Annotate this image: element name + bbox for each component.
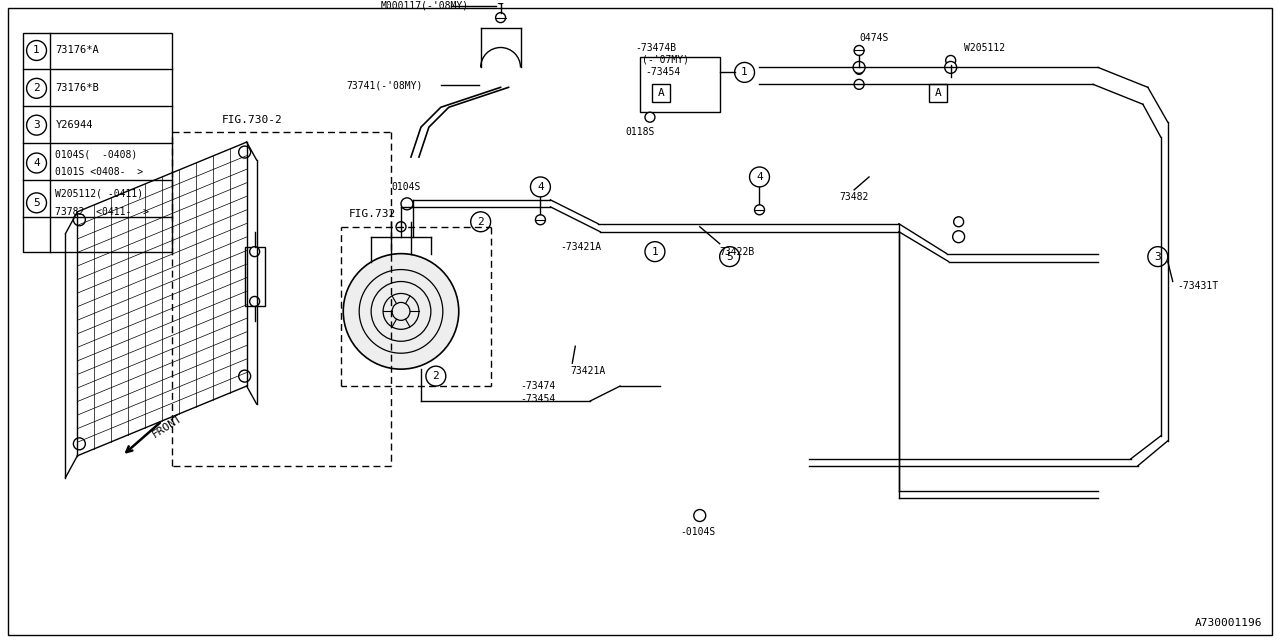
Circle shape: [401, 198, 413, 210]
Circle shape: [396, 222, 406, 232]
Text: 1: 1: [741, 67, 748, 77]
Text: A: A: [934, 88, 941, 99]
Bar: [652, 84, 669, 102]
Text: 0474S: 0474S: [859, 33, 888, 42]
Text: FIG.732: FIG.732: [349, 209, 397, 219]
Text: 73421A: 73421A: [571, 366, 605, 376]
Text: -73421A: -73421A: [561, 242, 602, 252]
Circle shape: [854, 79, 864, 90]
Bar: [23, 33, 172, 252]
Text: -73454: -73454: [645, 67, 680, 77]
Circle shape: [497, 0, 504, 4]
Text: 0118S: 0118S: [625, 127, 654, 137]
Text: 2: 2: [477, 217, 484, 227]
Circle shape: [250, 296, 260, 307]
Text: 0101S <0408-  >: 0101S <0408- >: [55, 167, 143, 177]
Text: -0104S: -0104S: [680, 527, 716, 538]
Text: 2: 2: [33, 83, 40, 93]
Text: 73176*B: 73176*B: [55, 83, 100, 93]
Circle shape: [946, 56, 956, 65]
Text: 0104S(  -0408): 0104S( -0408): [55, 149, 138, 159]
Circle shape: [471, 212, 490, 232]
Circle shape: [530, 177, 550, 197]
Circle shape: [1148, 246, 1167, 267]
Text: 4: 4: [538, 182, 544, 192]
Text: 3: 3: [1155, 252, 1161, 262]
Circle shape: [852, 61, 865, 74]
Text: 1: 1: [652, 246, 658, 257]
Circle shape: [27, 193, 46, 213]
Text: 4: 4: [33, 158, 40, 168]
Circle shape: [954, 217, 964, 227]
Circle shape: [27, 115, 46, 135]
Circle shape: [426, 366, 445, 386]
Text: 5: 5: [726, 252, 733, 262]
Text: 73741(-'08MY): 73741(-'08MY): [346, 81, 422, 90]
Text: 73482: 73482: [840, 192, 869, 202]
Text: FRONT: FRONT: [150, 413, 184, 439]
Circle shape: [735, 63, 754, 83]
Text: -73474: -73474: [521, 381, 556, 391]
Circle shape: [343, 253, 458, 369]
Text: -73474B: -73474B: [635, 42, 676, 52]
Text: -73431T: -73431T: [1178, 282, 1219, 291]
Text: 2: 2: [433, 371, 439, 381]
Circle shape: [73, 438, 86, 450]
Bar: [640, 58, 719, 112]
Circle shape: [535, 215, 545, 225]
Circle shape: [645, 112, 655, 122]
Circle shape: [694, 509, 705, 522]
Circle shape: [952, 231, 965, 243]
Circle shape: [754, 205, 764, 215]
Text: 73176*A: 73176*A: [55, 45, 100, 56]
Bar: [244, 246, 265, 307]
Circle shape: [238, 146, 251, 158]
Text: 5: 5: [33, 198, 40, 208]
Text: W205112: W205112: [964, 42, 1005, 52]
Text: A: A: [658, 88, 664, 99]
Circle shape: [250, 246, 260, 257]
Text: 1: 1: [33, 45, 40, 56]
Circle shape: [855, 67, 863, 74]
Bar: [929, 84, 947, 102]
Text: M000117(-'08MY): M000117(-'08MY): [381, 1, 470, 11]
Text: 0104S: 0104S: [392, 182, 420, 192]
Text: 4: 4: [756, 172, 763, 182]
Text: 73782  <0411-  >: 73782 <0411- >: [55, 207, 150, 217]
Text: Y26944: Y26944: [55, 120, 93, 130]
Circle shape: [27, 153, 46, 173]
Circle shape: [495, 13, 506, 22]
Text: 73422B: 73422B: [719, 246, 755, 257]
Text: (-'07MY): (-'07MY): [643, 54, 689, 65]
Circle shape: [73, 214, 86, 226]
Circle shape: [854, 45, 864, 56]
Text: A730001196: A730001196: [1194, 618, 1262, 628]
Circle shape: [750, 167, 769, 187]
Circle shape: [645, 242, 664, 262]
Text: -73454: -73454: [521, 394, 556, 404]
Circle shape: [238, 370, 251, 382]
Text: 3: 3: [33, 120, 40, 130]
Circle shape: [945, 61, 956, 74]
Text: W205112( -0411): W205112( -0411): [55, 189, 143, 199]
Text: FIG.730-2: FIG.730-2: [221, 115, 283, 125]
Circle shape: [719, 246, 740, 267]
Circle shape: [27, 78, 46, 99]
Circle shape: [27, 40, 46, 60]
